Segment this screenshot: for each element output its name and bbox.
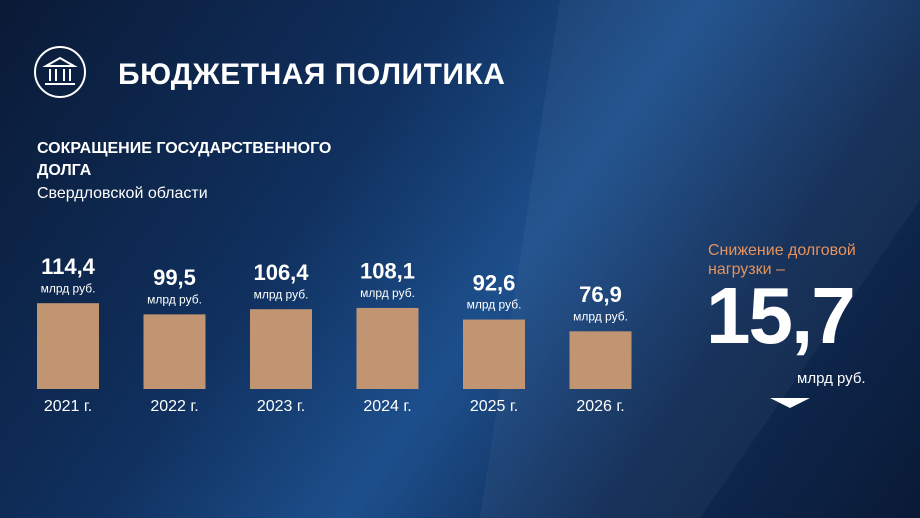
bar	[356, 307, 419, 389]
unit-label: млрд руб.	[467, 298, 522, 312]
unit-label: млрд руб.	[360, 286, 415, 300]
value-label: 76,9	[579, 282, 622, 307]
value-label: 99,5	[153, 265, 196, 290]
chart-subtitle: Свердловской области	[37, 185, 208, 202]
annotation-unit: млрд руб.	[797, 370, 866, 387]
x-tick-label: 2024 г.	[363, 398, 411, 415]
x-tick-label: 2026 г.	[576, 398, 624, 415]
page-title: БЮДЖЕТНАЯ ПОЛИТИКА	[118, 58, 506, 91]
annotation-text: Снижение долговой нагрузки –	[708, 242, 856, 278]
x-tick-label: 2022 г.	[150, 398, 198, 415]
x-tick-label: 2023 г.	[257, 398, 305, 415]
value-label: 108,1	[360, 259, 415, 284]
unit-label: млрд руб.	[254, 287, 309, 301]
bar	[143, 314, 206, 389]
x-tick-label: 2021 г.	[44, 398, 92, 415]
value-label: 106,4	[253, 260, 309, 285]
value-label: 114,4	[41, 254, 96, 279]
annotation-value: 15,7	[706, 271, 856, 360]
icon	[34, 46, 86, 98]
chart-title: СОКРАЩЕНИЕ ГОСУДАРСТВЕННОГО ДОЛГА	[37, 140, 332, 179]
x-tick-label: 2025 г.	[470, 398, 518, 415]
unit-label: млрд руб.	[41, 281, 96, 295]
bar	[569, 331, 632, 389]
bar	[37, 303, 99, 389]
arrow-down	[770, 398, 810, 408]
bar	[463, 319, 525, 389]
unit-label: млрд руб.	[147, 293, 202, 307]
unit-label: млрд руб.	[573, 309, 628, 323]
bar	[250, 309, 312, 389]
value-label: 92,6	[473, 270, 516, 295]
